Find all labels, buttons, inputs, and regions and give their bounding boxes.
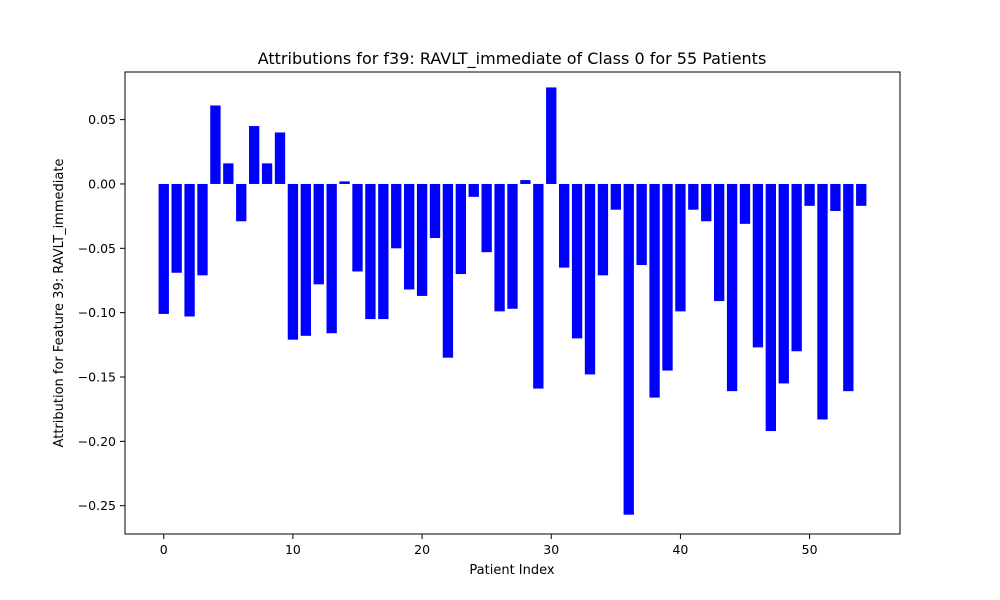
bar-patient-39: [662, 183, 673, 371]
y-tick-label: −0.15: [78, 369, 116, 384]
bar-patient-1: [171, 183, 182, 273]
bar-patient-41: [688, 183, 699, 210]
plot-frame: [124, 71, 901, 535]
bar-patient-2: [184, 183, 195, 317]
bar-patient-12: [313, 183, 324, 285]
bars-group: [158, 87, 867, 515]
y-axis-label: Attribution for Feature 39: RAVLT_immedi…: [52, 159, 67, 448]
bar-patient-22: [442, 183, 454, 358]
y-tick-label: −0.25: [78, 498, 116, 513]
bar-patient-47: [765, 183, 776, 432]
bar-patient-18: [391, 183, 402, 249]
bar-patient-36: [623, 183, 634, 515]
bar-patient-46: [752, 183, 764, 348]
bar-patient-40: [675, 183, 686, 312]
bar-patient-3: [197, 183, 208, 276]
x-tick-label: 20: [414, 542, 430, 557]
bar-patient-48: [778, 183, 789, 384]
bar-patient-29: [533, 183, 544, 389]
bar-patient-19: [404, 183, 415, 290]
x-axis-ticks: 0 10 20 30 40 50: [160, 534, 818, 557]
bar-patient-0: [158, 183, 169, 314]
chart-title: Attributions for f39: RAVLT_immediate of…: [258, 49, 767, 69]
bar-patient-45: [739, 183, 751, 224]
y-tick-label: 0.00: [88, 176, 116, 191]
bar-patient-28: [520, 180, 531, 184]
x-tick-label: 30: [543, 542, 559, 557]
bar-patient-15: [352, 183, 363, 272]
y-tick-label: −0.20: [78, 434, 116, 449]
bar-patient-52: [830, 183, 841, 211]
bar-patient-34: [597, 183, 609, 276]
x-tick-label: 0: [160, 542, 168, 557]
bar-patient-50: [804, 183, 815, 206]
bar-patient-38: [649, 183, 660, 398]
bar-patient-25: [481, 183, 492, 253]
y-tick-label: −0.05: [78, 241, 116, 256]
bar-patient-17: [378, 183, 389, 320]
bar-patient-23: [455, 183, 466, 275]
bar-patient-44: [726, 183, 738, 392]
bar-patient-37: [636, 183, 647, 266]
bar-patient-10: [287, 183, 299, 340]
bar-patient-35: [610, 183, 621, 210]
bar-patient-8: [261, 163, 273, 184]
bar-patient-11: [300, 183, 311, 336]
x-tick-label: 40: [672, 542, 688, 557]
bar-patient-6: [236, 183, 247, 222]
bar-patient-21: [429, 183, 441, 239]
bar-patient-24: [468, 183, 479, 197]
bar-patient-4: [210, 105, 221, 184]
bar-patient-54: [856, 183, 867, 206]
y-tick-label: −0.10: [78, 305, 116, 320]
bar-patient-30: [546, 87, 557, 184]
bar-patient-26: [494, 183, 505, 312]
bar-patient-7: [249, 126, 260, 184]
bar-patient-5: [223, 163, 234, 184]
bar-patient-33: [584, 183, 596, 375]
bar-patient-53: [843, 183, 854, 392]
bar-patient-42: [701, 183, 712, 222]
bar-patient-16: [365, 183, 376, 320]
y-tick-label: 0.05: [88, 112, 116, 127]
bar-patient-14: [339, 181, 350, 184]
bar-patient-20: [416, 183, 428, 296]
y-axis-ticks: −0.25 −0.20 −0.15 −0.10 −0.05 0.00 0.05: [78, 112, 125, 513]
bar-patient-49: [791, 183, 802, 352]
x-axis-label: Patient Index: [469, 563, 554, 578]
x-tick-label: 50: [802, 542, 818, 557]
bar-patient-43: [714, 183, 725, 302]
bar-patient-31: [559, 183, 570, 268]
bar-patient-32: [571, 183, 583, 339]
bar-patient-9: [274, 132, 286, 184]
bar-patient-13: [326, 183, 337, 334]
x-tick-label: 10: [285, 542, 301, 557]
bar-patient-51: [817, 183, 828, 420]
bar-patient-27: [507, 183, 518, 309]
